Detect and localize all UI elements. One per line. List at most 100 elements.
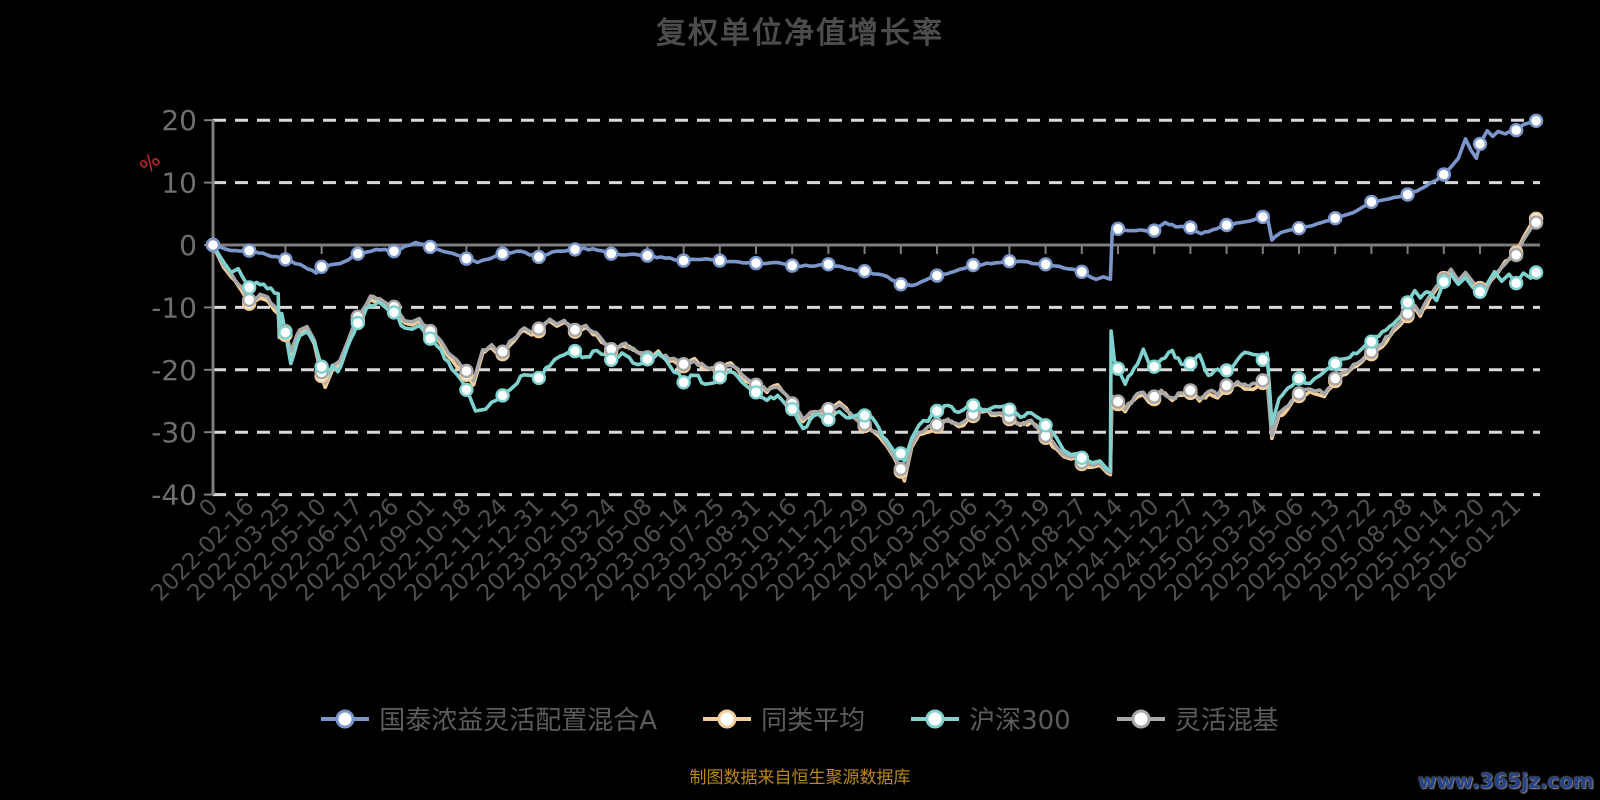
y-axis-label: 0	[179, 229, 197, 262]
data-point-marker	[1436, 167, 1452, 182]
y-axis-label: -10	[151, 291, 197, 324]
data-point-marker	[1002, 402, 1017, 417]
data-point-marker	[929, 417, 945, 432]
data-point-marker	[893, 277, 908, 292]
data-point-marker	[748, 385, 764, 400]
data-point-marker	[821, 412, 836, 427]
data-point-marker	[1528, 215, 1544, 230]
data-point-marker	[1472, 284, 1488, 299]
series-markers-同类平均	[205, 211, 1544, 479]
data-point-marker	[1146, 389, 1162, 404]
data-point-marker	[531, 370, 546, 386]
data-point-marker	[1291, 371, 1307, 386]
data-point-marker	[1110, 394, 1126, 409]
data-point-marker	[1146, 359, 1162, 374]
data-point-marker	[386, 243, 402, 259]
data-point-marker	[423, 239, 438, 255]
data-point-marker	[1327, 356, 1343, 371]
data-point-marker	[241, 292, 257, 308]
data-point-marker	[640, 248, 655, 263]
data-point-marker	[785, 401, 800, 417]
data-point-marker	[676, 375, 691, 390]
data-point-marker	[1038, 418, 1053, 433]
data-point-marker	[604, 246, 619, 261]
data-point-marker	[966, 257, 981, 273]
legend: 国泰浓益灵活配置混合A 同类平均 沪深300 灵活混基	[0, 700, 1600, 737]
data-point-marker	[1219, 363, 1234, 378]
y-axis-label: 10	[161, 167, 197, 200]
data-point-marker	[459, 382, 474, 397]
data-point-marker	[1508, 122, 1524, 138]
data-point-marker	[1146, 223, 1162, 238]
data-point-marker	[1291, 386, 1307, 401]
data-point-marker	[1074, 264, 1090, 279]
legend-label: 同类平均	[761, 706, 866, 736]
y-axis-label: -40	[151, 479, 197, 512]
legend-label: 沪深300	[969, 706, 1071, 736]
data-point-marker	[1528, 265, 1544, 280]
series-markers-沪深300	[205, 237, 1544, 465]
data-point-marker	[1038, 257, 1053, 272]
data-point-marker	[386, 305, 402, 320]
data-point-marker	[1400, 187, 1415, 202]
series-line-沪深300	[211, 243, 1538, 473]
data-point-marker	[1508, 275, 1524, 291]
data-point-marker	[1183, 383, 1198, 398]
data-point-marker	[893, 461, 908, 477]
data-point-marker	[1508, 247, 1524, 263]
data-point-marker	[1002, 254, 1017, 269]
data-point-marker	[567, 343, 583, 359]
data-point-marker	[1255, 352, 1271, 367]
legend-marker-icon	[911, 709, 960, 728]
legend-marker-icon	[1116, 709, 1165, 728]
data-point-marker	[495, 246, 510, 261]
data-point-marker	[1255, 373, 1271, 388]
series-line-同类平均	[211, 217, 1538, 483]
data-point-marker	[929, 268, 945, 283]
data-point-marker	[1327, 371, 1343, 386]
chart-title: 复权单位净值增长率	[656, 16, 944, 51]
data-source-note: 制图数据来自恒生聚源数据库	[689, 768, 911, 788]
data-point-marker	[857, 264, 872, 279]
legend-item-灵活混基[interactable]: 灵活混基	[1116, 700, 1279, 737]
data-point-marker	[857, 408, 872, 423]
legend-label: 灵活混基	[1174, 706, 1279, 736]
data-point-marker	[712, 253, 727, 268]
data-point-marker	[1219, 378, 1234, 393]
data-point-marker	[966, 398, 981, 413]
data-point-marker	[712, 370, 727, 385]
data-point-marker	[640, 352, 655, 367]
data-point-marker	[1472, 136, 1488, 152]
legend-label: 国泰浓益灵活配置混合A	[379, 706, 658, 736]
data-point-marker	[278, 325, 293, 340]
data-point-marker	[1110, 221, 1126, 237]
y-axis-label: -20	[151, 354, 197, 387]
data-point-marker	[785, 258, 800, 273]
series-markers-国泰浓益灵活配置混合A	[205, 113, 1544, 292]
legend-item-国泰浓益灵活配置混合A[interactable]: 国泰浓益灵活配置混合A	[321, 700, 657, 737]
data-point-marker	[205, 237, 221, 253]
data-point-marker	[278, 252, 293, 267]
series-line-灵活混基	[211, 220, 1538, 480]
data-point-marker	[1074, 450, 1090, 465]
data-point-marker	[495, 388, 510, 403]
legend-marker-icon	[321, 709, 370, 728]
series-markers-灵活混基	[205, 215, 1544, 477]
data-point-marker	[241, 280, 257, 295]
legend-item-沪深300[interactable]: 沪深300	[911, 700, 1071, 737]
watermark-text: www.365jz.com	[1417, 769, 1594, 793]
legend-item-同类平均[interactable]: 同类平均	[703, 700, 865, 737]
data-point-marker	[459, 251, 474, 266]
series-line-国泰浓益灵活配置混合A	[211, 119, 1538, 288]
data-point-marker	[929, 403, 945, 419]
data-point-marker	[1291, 220, 1307, 236]
data-point-marker	[604, 352, 619, 367]
data-point-marker	[1255, 209, 1271, 225]
data-point-marker	[1183, 356, 1198, 371]
data-point-marker	[1327, 210, 1343, 226]
data-point-marker	[423, 331, 438, 346]
data-point-marker	[314, 359, 329, 374]
y-axis-label: -30	[151, 416, 197, 449]
data-point-marker	[531, 249, 546, 265]
